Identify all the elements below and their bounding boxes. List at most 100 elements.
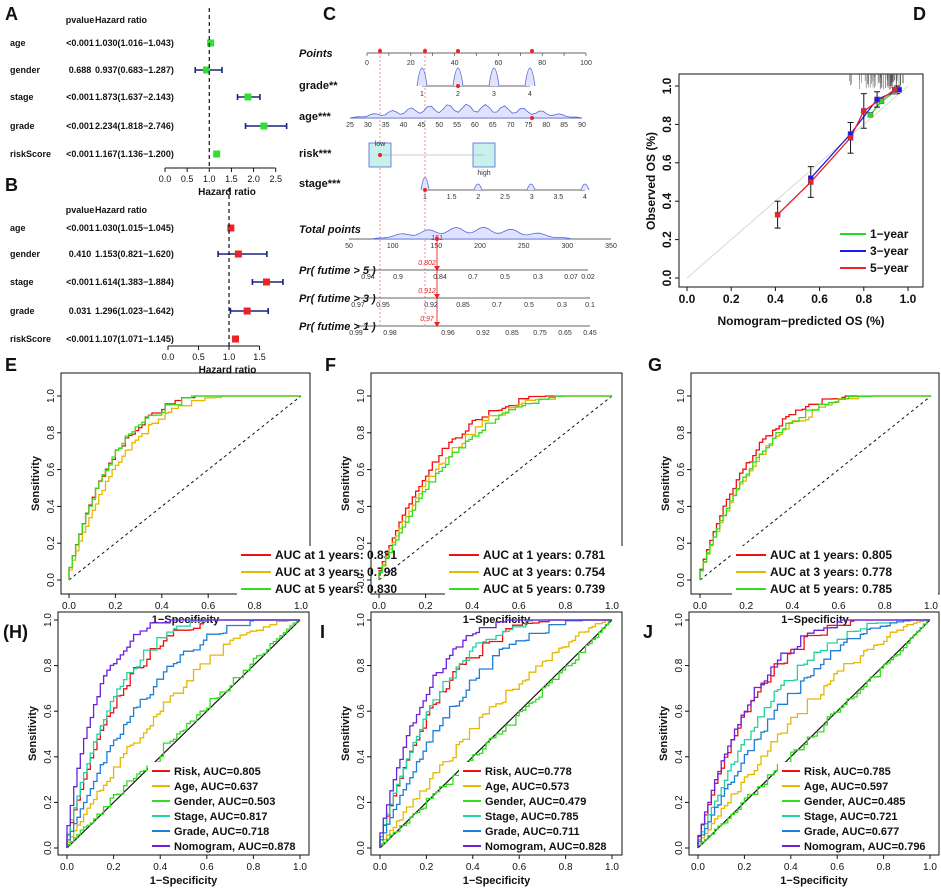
x-axis-title: Hazard ratio <box>198 187 256 198</box>
y-axis-title: Sensitivity <box>27 705 39 761</box>
x-tick-label: 0.2 <box>108 601 122 612</box>
grade-density <box>416 67 428 87</box>
age-tick-label: 80 <box>542 122 550 129</box>
y-axis-title: Sensitivity <box>658 705 670 761</box>
y-tick-label: 0.4 <box>676 499 687 513</box>
x-tick-label: 2.5 <box>269 174 282 184</box>
y-tick-label: 1.0 <box>43 613 54 627</box>
x-axis-title: 1−Specificity <box>463 875 531 887</box>
calibration-point <box>874 96 880 103</box>
y-tick-label: 0.8 <box>356 425 367 439</box>
hr-marker <box>213 150 221 158</box>
row-hr-text: 1.167(1.136−1.200) <box>95 149 174 159</box>
legend-box <box>732 546 938 598</box>
legend-label: AUC at 1 years: 0.805 <box>770 548 892 562</box>
row-name: riskScore <box>10 334 51 344</box>
row-pvalue: 0.688 <box>69 65 92 75</box>
x-tick-label: 1.5 <box>253 352 266 362</box>
reference-diagonal <box>697 619 931 849</box>
grade-tick-label: 3 <box>492 91 496 98</box>
legend-label: AUC at 5 years: 0.785 <box>770 582 892 596</box>
prob-marker <box>434 266 440 271</box>
row-pvalue: <0.001 <box>66 277 94 287</box>
hr-marker <box>244 93 252 101</box>
reference-diagonal <box>68 395 302 581</box>
panel-label: G <box>648 355 662 375</box>
roc-curve <box>378 395 612 580</box>
prob-tick-label: 0.7 <box>492 302 502 309</box>
legend-label: Gender, AUC=0.485 <box>804 796 905 808</box>
age-tick-label: 60 <box>471 122 479 129</box>
x-tick-label: 0.0 <box>679 292 696 306</box>
row-name: stage <box>10 92 34 102</box>
prob-tick-label: 0.5 <box>500 274 510 281</box>
age-tick-label: 45 <box>417 122 425 129</box>
prob-tick-label: 0.3 <box>533 274 543 281</box>
stage-density <box>580 183 590 191</box>
x-tick-label: 0.4 <box>155 601 169 612</box>
reference-diagonal <box>66 619 301 849</box>
stage-density <box>473 183 483 191</box>
prob-tick-label: 0.9 <box>393 274 403 281</box>
y-tick-label: 1.0 <box>674 613 685 627</box>
row-hr-text: 2.234(1.818−2.746) <box>95 121 174 131</box>
scale-label: grade** <box>299 80 338 92</box>
y-tick-label: 0.6 <box>674 704 685 718</box>
age-tick-label: 35 <box>382 122 390 129</box>
row-pvalue: 0.031 <box>69 306 92 316</box>
row-name: gender <box>10 65 41 75</box>
hr-marker <box>232 335 240 343</box>
y-tick-label: 0.4 <box>660 193 674 210</box>
panel-label: E <box>5 355 17 375</box>
legend-label: Grade, AUC=0.718 <box>174 826 269 838</box>
points-marker <box>530 49 534 53</box>
prob-marker <box>434 294 440 299</box>
stage-tick-label: 3.5 <box>553 194 563 201</box>
x-tick-label: 1.0 <box>900 292 917 306</box>
prob-marker <box>434 322 440 327</box>
y-tick-label: 0.6 <box>43 704 54 718</box>
age-tick-label: 85 <box>560 122 568 129</box>
row-hr-text: 1.153(0.821−1.620) <box>95 249 174 259</box>
scale-label: Points <box>299 48 333 60</box>
x-tick-label: 1.0 <box>924 601 938 612</box>
row-name: gender <box>10 249 41 259</box>
legend-label: AUC at 5 years: 0.739 <box>483 582 605 596</box>
scale-label: risk*** <box>299 148 332 160</box>
x-tick-label: 0.8 <box>248 601 262 612</box>
hazard-ratio-header: Hazard ratio <box>95 15 148 25</box>
stage-tick-label: 2 <box>476 194 480 201</box>
prob-tick-label: 0.99 <box>349 330 363 337</box>
x-tick-label: 0.0 <box>373 862 387 873</box>
panel-label: C <box>323 4 336 24</box>
plot-frame <box>678 73 924 288</box>
prob-tick-label: 0.65 <box>558 330 572 337</box>
roc-curve <box>379 619 612 848</box>
x-tick-label: 0.5 <box>192 352 205 362</box>
grade-density <box>488 67 500 87</box>
legend-label: AUC at 3 years: 0.778 <box>770 565 892 579</box>
legend-label: Grade, AUC=0.711 <box>485 826 580 838</box>
legend-box <box>148 762 308 850</box>
hr-marker <box>262 278 270 286</box>
y-axis-title: Sensitivity <box>30 455 42 511</box>
calibration-line <box>810 89 900 179</box>
legend-label: Nomogram, AUC=0.796 <box>804 841 926 853</box>
ideal-diagonal <box>686 85 909 279</box>
x-tick-label: 0.8 <box>558 601 572 612</box>
points-tick-label: 20 <box>407 60 415 67</box>
prob-tick-label: 0.45 <box>583 330 597 337</box>
legend-label: Age, AUC=0.573 <box>485 781 569 793</box>
pvalue-header: pvalue <box>66 15 95 25</box>
plot-frame <box>57 611 310 856</box>
prob-marker-label: 0.802 <box>418 260 436 267</box>
x-tick-label: 1.0 <box>923 862 937 873</box>
prob-tick-label: 0.84 <box>433 274 447 281</box>
hr-marker <box>207 39 215 47</box>
x-tick-label: 1.0 <box>223 352 236 362</box>
y-tick-label: 0.6 <box>356 462 367 476</box>
legend-label: Nomogram, AUC=0.828 <box>485 841 607 853</box>
roc-curve <box>66 619 300 848</box>
legend-label: AUC at 1 years: 0.831 <box>275 548 397 562</box>
